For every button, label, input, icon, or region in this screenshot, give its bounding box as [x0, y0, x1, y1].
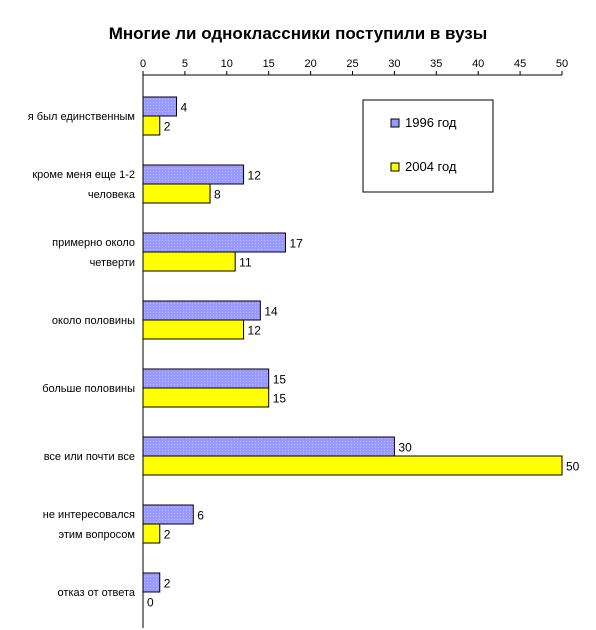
legend-box: [362, 99, 494, 193]
category-label: все или почти все: [44, 451, 135, 463]
category-label: около половины: [52, 315, 135, 327]
data-label: 14: [264, 305, 278, 319]
legend-label: 1996 год: [405, 115, 457, 130]
data-label: 12: [248, 169, 262, 183]
x-tick-label: 0: [140, 58, 146, 70]
data-label: 30: [398, 441, 412, 455]
legend-label: 2004 год: [405, 159, 457, 174]
bar-2004: [142, 455, 563, 476]
category-label: кроме меня еще 1-2: [32, 169, 135, 181]
data-label: 2: [164, 528, 171, 542]
bar-1996: [142, 504, 194, 525]
bar-1996: [142, 368, 270, 389]
x-tick-label: 45: [514, 58, 526, 70]
category-labels: я был единственным кроме меня еще 1-2 чело…: [28, 111, 136, 599]
data-label: 15: [273, 373, 287, 387]
data-label: 2: [164, 577, 171, 591]
data-label: 0: [147, 596, 154, 610]
data-label: 6: [197, 509, 204, 523]
data-label: 4: [181, 101, 188, 115]
category-label: примерно около: [52, 237, 135, 249]
x-tick-label: 40: [472, 58, 484, 70]
x-axis: 0 5 10 15 20 25 30 35 40 45 50: [140, 58, 568, 628]
legend-swatch: [390, 118, 400, 128]
x-tick-label: 10: [221, 58, 233, 70]
data-label: 2: [164, 120, 171, 134]
data-label: 15: [273, 392, 287, 406]
category-label: я был единственным: [28, 111, 135, 123]
x-tick-label: 25: [346, 58, 358, 70]
bar-1996: [142, 572, 161, 593]
bar-2004: [142, 523, 161, 544]
bar-1996: [142, 300, 261, 321]
data-label: 50: [566, 460, 580, 474]
chart-title: Многие ли одноклассники поступили в вузы: [109, 24, 488, 43]
data-label: 17: [289, 237, 303, 251]
bar-2004: [142, 115, 161, 136]
bar-1996: [142, 164, 245, 185]
x-tick-label: 35: [430, 58, 442, 70]
bar-2004: [142, 251, 236, 272]
bar-2004: [142, 183, 211, 204]
x-tick-label: 30: [388, 58, 400, 70]
data-label: 12: [248, 324, 262, 338]
category-label: больше половины: [42, 383, 135, 395]
bar-1996: [142, 96, 178, 117]
category-label: четверти: [90, 257, 135, 269]
x-tick-label: 50: [556, 58, 568, 70]
legend-swatch: [390, 162, 400, 172]
bar-1996: [142, 232, 286, 253]
bar-2004: [142, 387, 270, 408]
category-label: этим вопросом: [58, 529, 135, 541]
data-label: 8: [214, 188, 221, 202]
x-tick-label: 15: [263, 58, 275, 70]
category-label: отказ от ответа: [58, 587, 136, 599]
category-label: человека: [88, 189, 136, 201]
legend: 1996 год 2004 год: [362, 99, 494, 193]
bar-1996: [142, 436, 395, 457]
data-label: 11: [239, 256, 252, 270]
x-tick-label: 5: [182, 58, 188, 70]
category-label: не интересовался: [43, 509, 135, 521]
x-tick-label: 20: [304, 58, 316, 70]
bar-2004: [142, 319, 245, 340]
